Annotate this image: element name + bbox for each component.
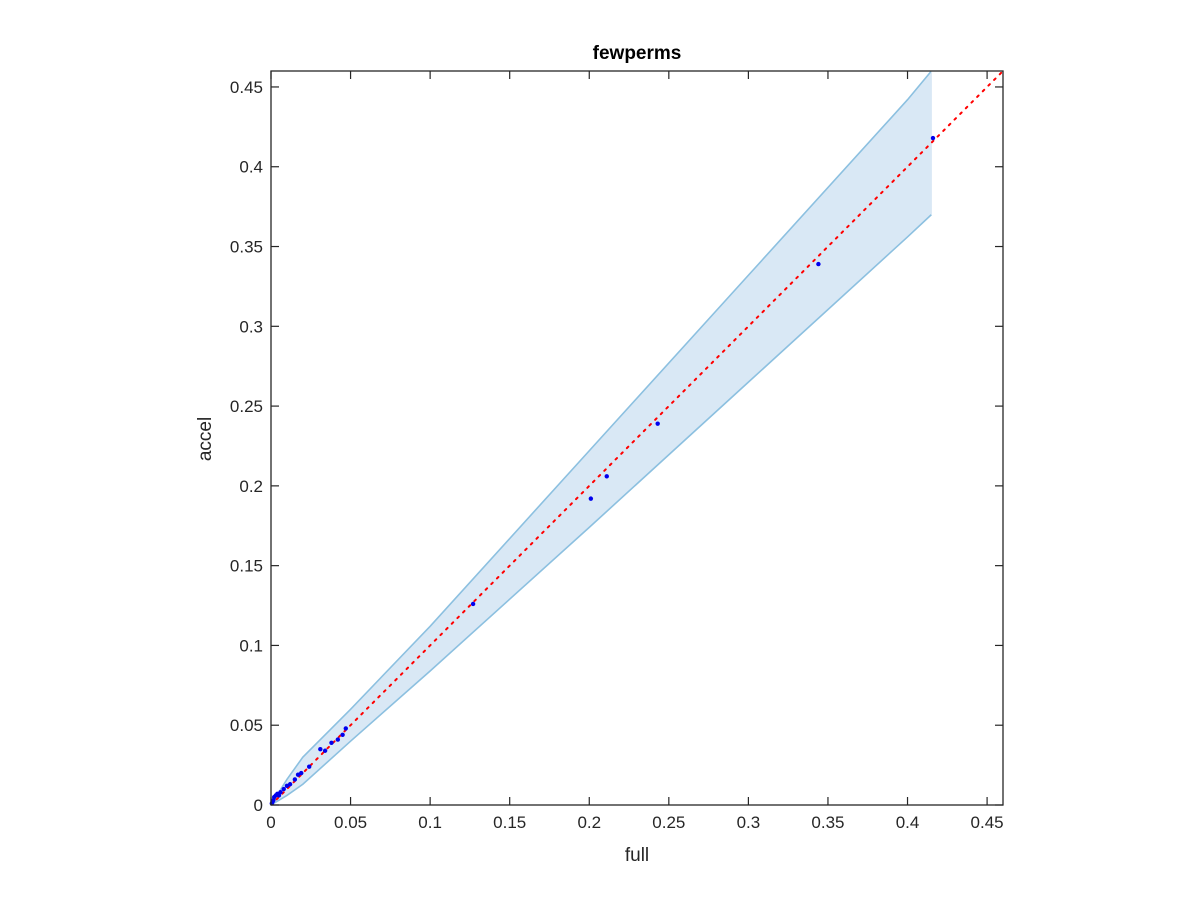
x-tick-label: 0.15 xyxy=(493,813,526,832)
x-tick-label: 0.35 xyxy=(811,813,844,832)
x-tick-label: 0.45 xyxy=(971,813,1004,832)
x-tick-label: 0.3 xyxy=(737,813,761,832)
data-point xyxy=(340,732,345,737)
y-tick-label: 0.15 xyxy=(230,557,263,576)
y-tick-label: 0.3 xyxy=(239,317,263,336)
x-tick-label: 0.1 xyxy=(418,813,442,832)
data-point xyxy=(343,726,348,731)
reference-line-layer xyxy=(271,71,1003,805)
data-point xyxy=(604,474,609,479)
x-tick-label: 0.2 xyxy=(577,813,601,832)
reference-line xyxy=(271,71,1003,805)
y-tick-label: 0.1 xyxy=(239,636,263,655)
band-upper-edge xyxy=(271,71,933,805)
data-point xyxy=(329,740,334,745)
plot-frame xyxy=(270,70,1004,806)
x-tick-label: 0 xyxy=(266,813,275,832)
data-point xyxy=(287,782,293,787)
y-axis-label: accel xyxy=(195,417,216,461)
data-point xyxy=(318,746,323,752)
y-tick-label: 0.2 xyxy=(239,477,263,496)
y-tick-label: 0.25 xyxy=(230,397,263,416)
data-point xyxy=(281,786,286,792)
data-point xyxy=(322,748,328,753)
data-point xyxy=(470,601,476,607)
data-point xyxy=(588,496,594,501)
data-point xyxy=(306,764,312,769)
confidence-band xyxy=(271,71,933,805)
x-tick-label: 0.4 xyxy=(896,813,920,832)
y-tick-label: 0 xyxy=(254,796,263,815)
data-point xyxy=(292,777,298,782)
x-tick-label: 0.05 xyxy=(334,813,367,832)
data-point xyxy=(299,770,304,776)
data-point xyxy=(930,135,936,141)
y-tick-label: 0.4 xyxy=(239,158,263,177)
data-point xyxy=(278,790,283,795)
y-tick-label: 0.35 xyxy=(230,238,263,257)
data-point xyxy=(816,261,821,267)
data-point xyxy=(655,421,660,426)
chart-title: fewperms xyxy=(593,43,682,64)
x-axis-label: full xyxy=(625,845,649,866)
y-tick-label: 0.45 xyxy=(230,78,263,97)
y-tick-label: 0.05 xyxy=(230,716,263,735)
band-lower-edge xyxy=(271,214,932,805)
data-point xyxy=(335,737,341,742)
axes: 0 0.05 0.1 0.15 0.2 0.25 0.3 0.35 0.4 0.45 0 0.05 0.… xyxy=(230,70,1004,832)
x-tick-label: 0.25 xyxy=(652,813,685,832)
